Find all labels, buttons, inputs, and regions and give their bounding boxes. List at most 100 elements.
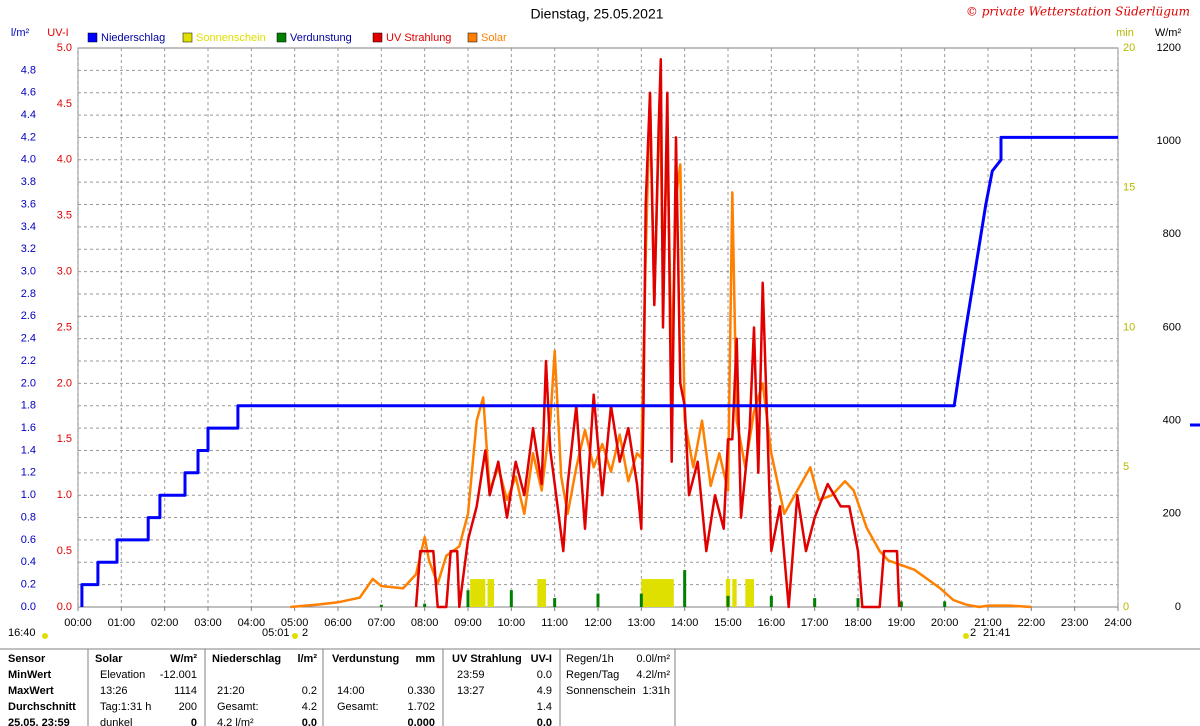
legend-label: Sonnenschein (196, 32, 266, 44)
y-tick-label: 2.8 (21, 288, 36, 300)
y-tick-label: 1.2 (21, 467, 36, 479)
x-tick-label: 22:00 (1018, 617, 1046, 629)
cell-value: 4.2 (302, 701, 317, 713)
row-label: Sensor (8, 653, 46, 665)
y-tick-label: 0 (1123, 601, 1129, 613)
evaporation-spike (466, 590, 470, 607)
y-tick-label: 10 (1123, 321, 1135, 333)
y-tick-label: 3.5 (57, 210, 72, 222)
cell-label: 23:59 (457, 669, 485, 681)
cell-value: 0.0 (537, 669, 552, 681)
legend-label: Verdunstung (290, 32, 352, 44)
cell-value: 200 (179, 701, 197, 713)
y-tick-label: 3.0 (21, 266, 36, 278)
series-line (80, 135, 1118, 607)
legend-label: Niederschlag (101, 32, 165, 44)
cell-value: 0.2 (302, 685, 317, 697)
x-tick-label: 21:00 (974, 617, 1002, 629)
cell-value: 1114 (174, 685, 197, 697)
x-tick-label: 13:00 (628, 617, 656, 629)
y-tick-label: 3.2 (21, 243, 36, 255)
y-tick-label: 0.8 (21, 511, 36, 523)
x-tick-label: 24:00 (1104, 617, 1132, 629)
evaporation-spike (683, 570, 687, 607)
y-tick-label: 800 (1163, 228, 1181, 240)
y-tick-label: 2.5 (57, 321, 72, 333)
column-header: Solar (95, 653, 123, 665)
y-tick-label: 4.6 (21, 87, 36, 99)
x-tick-label: 00:00 (64, 617, 92, 629)
y-tick-label: 1.0 (21, 489, 36, 501)
marker-dot (42, 633, 48, 639)
x-tick-label: 12:00 (584, 617, 612, 629)
x-tick-label: 01:00 (108, 617, 136, 629)
annotation: 21:41 (983, 627, 1011, 639)
y-tick-label: 5 (1123, 461, 1129, 473)
regen-value: 1:31h (642, 685, 670, 697)
y-tick-label: 3.4 (21, 221, 36, 233)
annotation: 16:40 (8, 627, 36, 639)
x-tick-label: 06:00 (324, 617, 352, 629)
legend-label: UV Strahlung (386, 32, 451, 44)
y-tick-label: 0.0 (57, 601, 72, 613)
x-tick-label: 16:00 (758, 617, 786, 629)
series-line (414, 57, 901, 609)
y-tick-label: 400 (1163, 415, 1181, 427)
x-tick-label: 15:00 (714, 617, 742, 629)
x-tick-label: 10:00 (498, 617, 526, 629)
cell-label: 21:20 (217, 685, 245, 697)
x-tick-label: 04:00 (238, 617, 266, 629)
evaporation-spike (379, 604, 383, 607)
credit: © private Wetterstation Süderlügum (966, 5, 1190, 19)
x-tick-label: 18:00 (844, 617, 872, 629)
sunshine-bar (470, 579, 486, 607)
cell-value: 0.000 (407, 717, 435, 726)
axis-unit: UV-I (47, 27, 68, 39)
annotation: 2 (302, 627, 308, 639)
evaporation-spike (639, 593, 643, 607)
legend-swatch (372, 32, 383, 43)
chart-title: Dienstag, 25.05.2021 (530, 6, 663, 22)
annotation: 05:01 (262, 627, 290, 639)
y-tick-label: 4.2 (21, 131, 36, 143)
x-tick-label: 05:00 (281, 617, 309, 629)
evaporation-spike (943, 601, 947, 607)
row-label: MinWert (8, 669, 52, 681)
marker-dot (292, 633, 298, 639)
evaporation-spike (553, 598, 557, 607)
evaporation-spike (813, 598, 817, 607)
y-tick-label: 0 (1175, 601, 1181, 613)
legend-swatch (276, 32, 287, 43)
y-tick-label: 2.6 (21, 310, 36, 322)
cell-value: 0.330 (407, 685, 435, 697)
y-tick-label: 5.0 (57, 42, 72, 54)
y-tick-label: 2.2 (21, 355, 36, 367)
row-label: MaxWert (8, 685, 54, 697)
cell-label: Elevation (100, 669, 145, 681)
y-tick-label: 4.5 (57, 98, 72, 110)
y-tick-label: 200 (1163, 508, 1181, 520)
y-tick-label: 0.4 (21, 556, 36, 568)
y-tick-label: 4.8 (21, 64, 36, 76)
regen-label: Regen/1h (566, 653, 614, 665)
annotation: 2 (970, 627, 976, 639)
x-tick-label: 09:00 (454, 617, 482, 629)
y-tick-label: 1000 (1157, 135, 1181, 147)
column-header: UV Strahlung (452, 653, 522, 665)
cell-label: 14:00 (337, 685, 365, 697)
y-tick-label: 3.0 (57, 266, 72, 278)
y-tick-label: 0.5 (57, 545, 72, 557)
cell-value: 1.4 (537, 701, 552, 713)
y-tick-label: 0.0 (21, 601, 36, 613)
column-header: Verdunstung (332, 653, 399, 665)
axis-unit: min (1116, 27, 1134, 39)
cell-label: 13:27 (457, 685, 485, 697)
y-tick-label: 0.2 (21, 579, 36, 591)
plot-area (77, 47, 1119, 608)
y-tick-label: 1200 (1157, 42, 1181, 54)
y-tick-label: 2.0 (57, 377, 72, 389)
y-tick-label: 2.0 (21, 377, 36, 389)
cell-value: 1.702 (407, 701, 435, 713)
cell-label: dunkel (100, 717, 132, 726)
